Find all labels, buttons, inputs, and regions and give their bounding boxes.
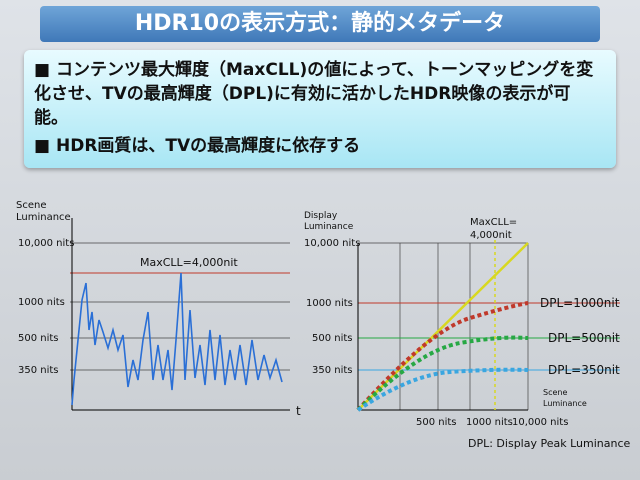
annotation: MaxCLL=4,000nit (140, 256, 238, 269)
level-label: 350 nits (312, 365, 353, 376)
x-tick-label: 10,000 nits (512, 417, 568, 428)
footnote: DPL: Display Peak Luminance (468, 437, 631, 450)
bullet-text: HDR画質は、TVの最高輝度に依存する (55, 136, 361, 156)
tone-curve (356, 367, 529, 412)
tone-curve (356, 301, 529, 412)
level-label: 500 nits (312, 333, 353, 344)
bullet: ■ HDR画質は、TVの最高輝度に依存する (34, 136, 361, 156)
tone-curve (356, 335, 529, 412)
level-label: 10,000 nits (18, 238, 74, 249)
signal-wave (71, 272, 283, 406)
level-label: 500 nits (18, 333, 59, 344)
x-tick-label: 500 nits (416, 417, 457, 428)
x-axis-title: Luminance (543, 399, 587, 408)
grid (358, 242, 529, 410)
left-diagram: Scene Luminance 10,000 nits 1000 nits 50… (16, 200, 301, 418)
y-axis-title: Scene (16, 200, 47, 211)
bullet-box: ■ コンテンツ最大輝度（MaxCLL)の値によって、トーンマッピングを変化させ、… (24, 50, 616, 168)
level-label: 10,000 nits (304, 238, 360, 249)
y-axis-title: Luminance (304, 222, 354, 232)
bullet-text: コンテンツ最大輝度（MaxCLL)の値によって、トーンマッピングを変化させ、TV… (34, 60, 594, 128)
curve-label: DPL=500nit (548, 331, 620, 345)
x-axis-title: Scene (543, 388, 567, 397)
slide-title: HDR10の表示方式：静的メタデータ (40, 6, 600, 42)
curve-label: DPL=1000nit (540, 296, 620, 310)
curve-label: DPL=350nit (548, 363, 620, 377)
level-label: 350 nits (18, 365, 59, 376)
bullet: ■ コンテンツ最大輝度（MaxCLL)の値によって、トーンマッピングを変化させ、… (34, 60, 594, 128)
linear-mapping (357, 242, 529, 411)
level-label: 1000 nits (18, 297, 65, 308)
x-axis-title: t (296, 404, 301, 418)
annotation: MaxCLL= (470, 217, 517, 228)
y-axis-title: Display (304, 211, 338, 221)
annotation: 4,000nit (470, 230, 512, 241)
right-diagram: Display Luminance 10,000 nits 1000 nits … (304, 211, 631, 450)
x-tick-label: 1000 nits (466, 417, 513, 428)
level-label: 1000 nits (306, 298, 353, 309)
y-axis-title: Luminance (16, 212, 71, 223)
